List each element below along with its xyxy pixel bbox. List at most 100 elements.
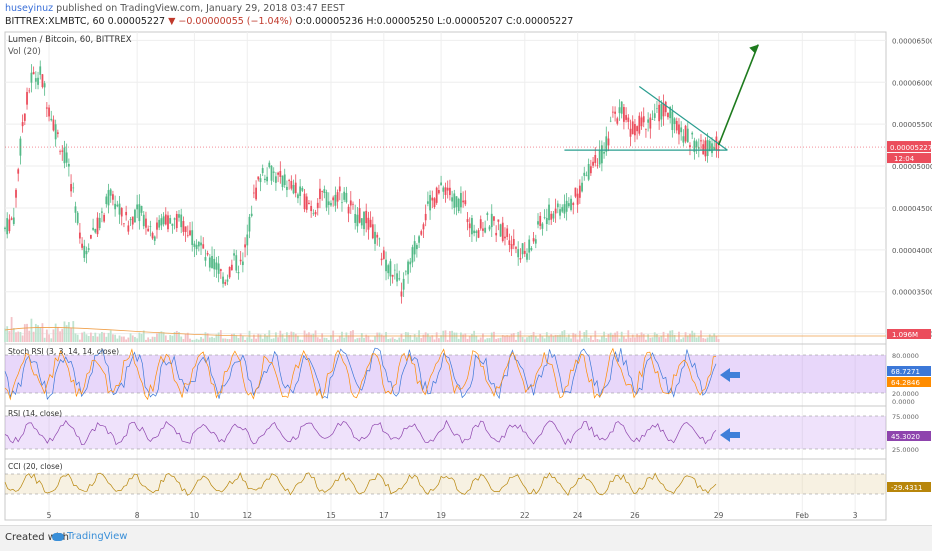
candle-body [660,103,663,120]
candle-body [583,172,586,176]
candle-body [385,259,387,272]
volume-bar [512,333,515,342]
candle-body [596,165,599,167]
candle-body [689,145,691,148]
candle-body [252,192,255,194]
volume-bar [202,338,205,342]
volume-bar [41,323,44,342]
symbol-text: BITTREX:XLMBTC, 60 [5,16,105,27]
volume-bar [583,332,586,342]
indicator-line [4,472,717,497]
volume-bar [98,333,101,342]
volume-bar [299,339,302,342]
candle-body [519,258,522,260]
candle-body [56,132,59,134]
candle-body [142,214,145,227]
candle-body [645,129,647,130]
volume-bar [272,338,275,342]
volume-bar [292,332,295,342]
candle-body [475,231,478,233]
volume-bar [554,334,557,342]
indicator-band [5,416,886,449]
y-tick-label: 0.00003500 [892,289,932,297]
candle-body [219,269,222,271]
volume-bar [21,335,24,342]
volume-bar [530,335,533,342]
candle-body [651,119,654,120]
chart-area[interactable]: Stoch RSI (3, 3, 14, 14, close) 80.0000 20… [0,30,932,525]
volume-bar [490,332,493,342]
candle-body [17,169,20,174]
volume-bar [169,335,172,342]
candle-body [261,168,264,174]
volume-bar [354,339,357,342]
candle-body [72,187,75,189]
volume-bar [250,338,253,342]
candle-body [330,202,332,206]
volume-bar [248,330,251,342]
candle-body [614,111,616,114]
indicator-panes: Stoch RSI (3, 3, 14, 14, close) 80.0000 20… [4,343,931,497]
candle-body [616,118,619,124]
candle-body [158,219,161,228]
volume-bar [404,332,407,342]
candle-body [45,107,48,109]
projection-arrow-head [749,44,759,54]
volume-bar [598,339,601,342]
volume-bars [4,317,887,342]
indicator-level-label: 20.0000 [892,390,919,398]
volume-bar [545,332,548,342]
candle-body [131,216,134,225]
chart-svg[interactable]: Stoch RSI (3, 3, 14, 14, close) 80.000020… [0,30,932,525]
tradingview-link[interactable]: TradingView [52,531,127,542]
candle-body [197,241,200,247]
candle-body [186,235,189,236]
volume-bar [645,339,647,342]
volume-bar [76,334,79,342]
volume-bar [118,335,121,342]
volume-bar [499,337,502,342]
volume-bar [208,337,211,342]
volume-bar [565,337,568,342]
volume-bar [462,334,465,342]
candle-body [684,125,687,142]
candle-body [363,211,365,230]
volume-bar [396,339,398,342]
chart-title: Lumen / Bitcoin, 60, BITTREX [8,35,132,45]
candle-body [323,189,326,194]
candle-body [501,222,504,242]
candle-body [101,211,103,213]
candle-body [382,250,385,259]
current-price-tag [887,141,931,153]
candle-body [426,201,429,204]
indicator-value-text: 64.2846 [891,379,920,387]
candle-body [556,203,559,208]
volume-bar [89,332,92,342]
candle-body [224,281,227,285]
author-link[interactable]: huseyinuz [5,3,54,14]
volume-bar [548,336,550,342]
candle-body [620,101,623,114]
volume-bar [561,331,564,342]
volume-bar [127,337,130,342]
candle-body [451,197,454,202]
candle-body [543,217,546,218]
volume-bar [618,338,621,342]
candle-body [125,211,128,216]
volume-bar [87,335,90,342]
candle-body [89,234,92,239]
volume-bar [235,335,238,342]
volume-bar [237,338,240,342]
candle-body [539,215,542,226]
volume-bar [433,339,436,342]
candle-body [634,124,636,136]
volume-bar [206,333,209,342]
volume-bar [374,336,376,342]
candle-body [499,224,502,237]
candle-body [129,219,132,221]
blue-arrow-icon [720,368,740,382]
volume-bar [455,332,458,342]
volume-bar [532,331,535,342]
candle-body [352,203,354,205]
volume-label: Vol (20) [8,47,41,57]
